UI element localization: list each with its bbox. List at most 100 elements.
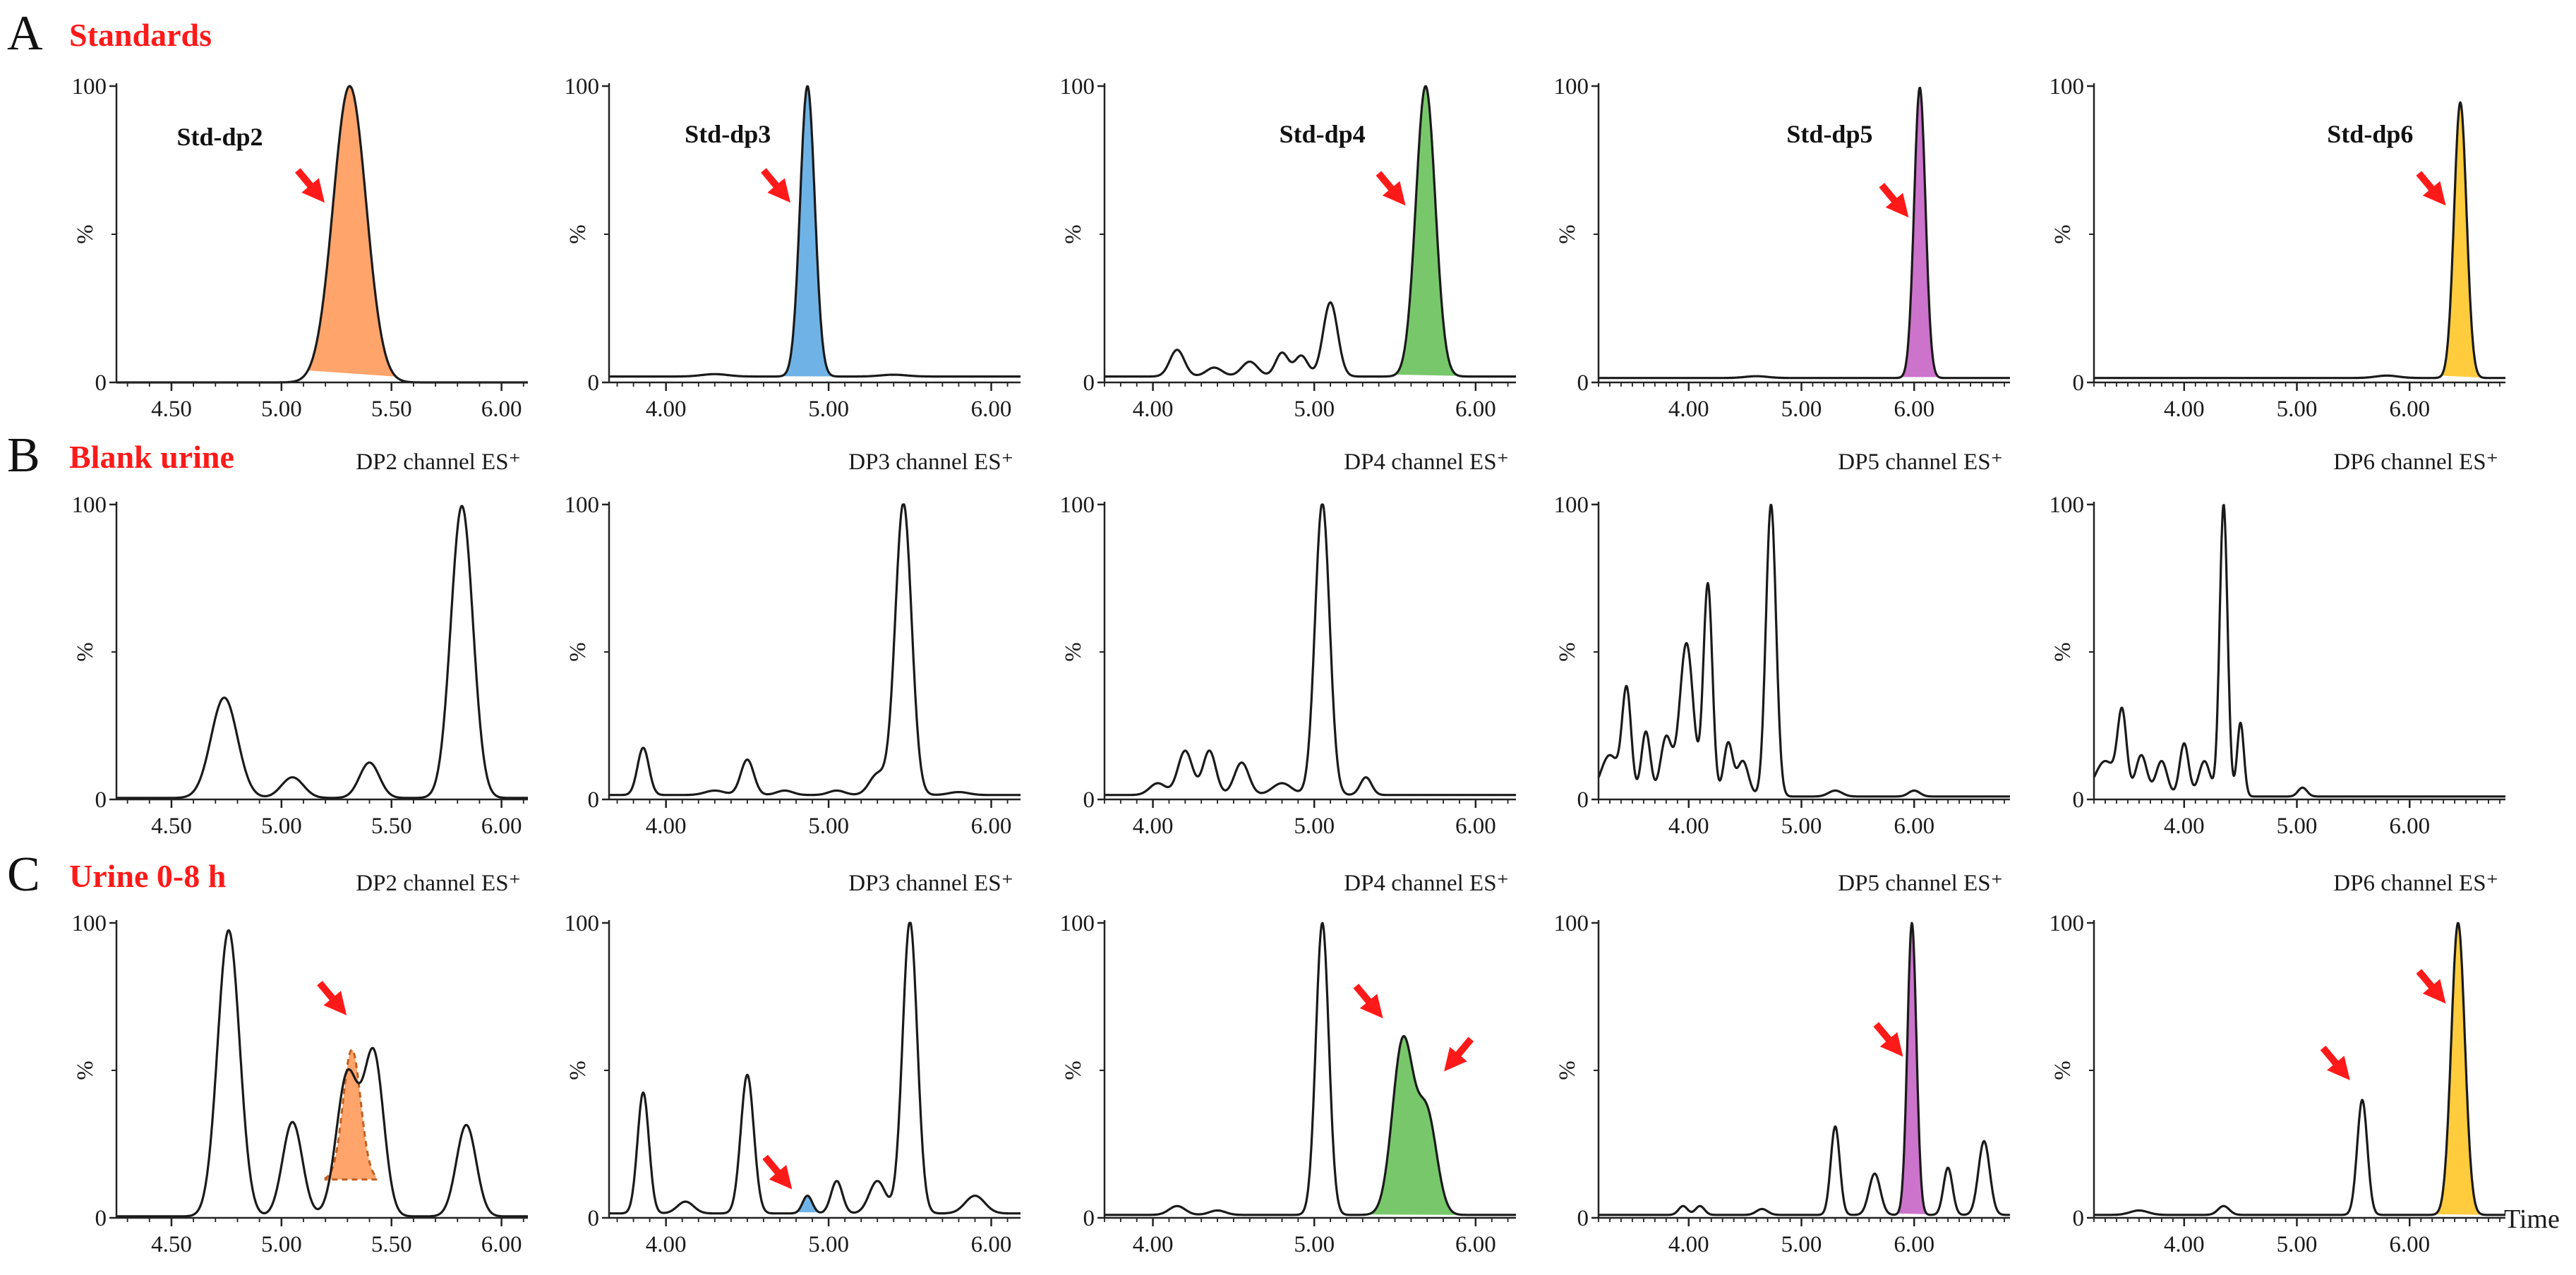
panel-a3-ytick-label-0: 0 [1083,370,1095,396]
panel-c1-xtick-label-2: 5.50 [371,1232,412,1257]
panel-b4-xtick-label-2: 6.00 [1894,814,1934,839]
panel-a2-ytick-label-0: 0 [588,370,600,396]
panel-b3-ytick-label-100: 100 [1060,493,1095,518]
row-a-title: Standards [69,17,212,53]
panel-c4-ytick-label-0: 0 [1577,1206,1589,1231]
panel-b5-xtick-label-0: 4.00 [2164,814,2205,839]
panel-c2-ytick-label-100: 100 [565,911,600,936]
row-a-letter: A [7,6,43,61]
panel-c2-y-unit-label: % [565,1061,591,1080]
panel-b4-channel-label: DP5 channel ES⁺ [1838,449,2003,475]
panel-b5-xtick-label-2: 6.00 [2389,814,2430,839]
panel-c1: 100 0% 4.50 5.00 5.50 6.00 DP2 channel ES⁺ [72,871,529,1257]
panel-a3-trace [1104,85,1517,378]
panel-b2-ytick-label-0: 0 [588,787,600,813]
panel-a2-xtick-label-0: 4.00 [646,397,687,422]
panel-a4-fill-1 [1901,87,1939,377]
panel-b4-xtick-label-0: 4.00 [1668,814,1709,839]
panel-a5-xtick-label-0: 4.00 [2164,397,2205,422]
panel-b4-trace [1597,503,2011,798]
panel-a1-xtick-label-3: 6.00 [481,397,522,422]
panel-c3-xtick-label-2: 6.00 [1455,1232,1496,1257]
panel-c1-ytick-label-0: 0 [95,1206,107,1231]
panel-c5-arrow-1 [2320,1045,2350,1081]
panel-c4-xtick-label-0: 4.00 [1668,1232,1709,1257]
panel-c5-ytick-label-100: 100 [2050,911,2085,936]
panel-b1-channel-label: DP2 channel ES⁺ [356,449,521,475]
panel-c3-xtick-label-0: 4.00 [1133,1232,1174,1257]
panel-b3-xtick-label-2: 6.00 [1455,814,1496,839]
panel-b3-y-unit-label: % [1061,642,1086,662]
panel-c4-ytick-label-100: 100 [1554,911,1589,936]
panel-b3-ytick-label-0: 0 [1083,787,1095,813]
panel-c5-xtick-label-2: 6.00 [2389,1232,2430,1257]
panel-a4-xtick-label-1: 5.00 [1781,397,1822,422]
panel-b4: 100 0% 4.00 5.00 6.00 DP5 channel ES⁺ [1554,449,2011,839]
panel-c4-xtick-label-1: 5.00 [1781,1232,1822,1257]
panel-a3-xtick-label-0: 4.00 [1133,397,1174,422]
panel-c3-fill-1 [1366,1036,1473,1215]
panel-a4-trace [1598,86,2011,380]
panel-a4-y-unit-label: % [1555,224,1580,244]
panel-c1-ytick-label-100: 100 [72,911,107,936]
panel-a3-peak-label-1: Std-dp4 [1280,120,1366,148]
panel-c1-xtick-label-3: 6.00 [481,1232,522,1257]
panel-a5-ytick-label-100: 100 [2050,74,2085,99]
panel-b5-ytick-label-100: 100 [2050,493,2085,518]
panel-c1-y-unit-label: % [73,1061,98,1080]
panel-b2-trace [608,503,1021,797]
panel-b3-trace [1104,503,1517,797]
panel-c5: 100 0% 4.00 5.00 6.00 DP6 channel ES⁺ [2050,871,2506,1257]
panel-c3-arrow-1 [1353,984,1383,1019]
panel-c4-fill-1 [1897,923,1928,1214]
panel-c3-arrow-2 [1444,1037,1474,1072]
panel-b1-xtick-label-2: 5.50 [371,814,412,839]
panel-a2-ytick-label-100: 100 [565,74,600,99]
panel-a2: 100 0% 4.00 5.00 6.00 Std-dp3 [565,74,1021,422]
panel-a5-xtick-label-1: 5.00 [2277,397,2318,422]
panel-a4: 100 0% 4.00 5.00 6.00 Std-dp5 [1554,74,2011,422]
panel-a1-ytick-label-0: 0 [95,370,107,396]
panel-c3-ytick-label-100: 100 [1060,911,1095,936]
panel-c5-trace [2093,921,2506,1216]
panel-c4-channel-label: DP5 channel ES⁺ [1838,871,2003,896]
panel-b3: 100 0% 4.00 5.00 6.00 DP4 channel ES⁺ [1060,449,1517,839]
panel-b5-channel-label: DP6 channel ES⁺ [2333,449,2498,475]
panel-a4-ytick-label-0: 0 [1577,370,1589,396]
panel-c3: 100 0% 4.00 5.00 6.00 DP4 channel ES⁺ [1060,871,1517,1257]
panel-c4-arrow-1 [1873,1022,1903,1057]
panel-a4-peak-label-1: Std-dp5 [1786,120,1872,148]
panel-a1-arrow-1 [294,168,325,203]
panel-b2-ytick-label-100: 100 [565,493,600,518]
panel-b5-y-unit-label: % [2050,642,2076,662]
panel-c1-trace [116,929,529,1218]
panel-c5-arrow-2 [2416,969,2446,1004]
panel-a3-arrow-1 [1376,171,1406,206]
panel-a1-xtick-label-0: 4.50 [151,397,192,422]
row-c-title: Urine 0-8 h [69,858,226,894]
panel-c1-arrow-1 [317,981,347,1016]
panel-c1-fill-1 [324,1049,378,1181]
panel-a5: 100 0% 4.00 5.00 6.00 Std-dp6 [2050,74,2506,422]
panel-a5-peak-label-1: Std-dp6 [2327,120,2413,148]
panel-a1-peak-label-1: Std-dp2 [176,123,263,151]
row-b-title: Blank urine [69,439,234,475]
panel-b2-xtick-label-1: 5.00 [808,814,849,839]
panel-c4-trace [1598,921,2011,1216]
panel-b1-xtick-label-0: 4.50 [151,814,192,839]
panel-a2-xtick-label-2: 6.00 [971,397,1012,422]
panel-a5-xtick-label-2: 6.00 [2389,397,2430,422]
panel-a5-fill-1 [2441,102,2484,378]
panel-a3-fill-1 [1395,86,1459,376]
panel-b1-trace [116,504,529,799]
panel-b5-ytick-label-0: 0 [2073,787,2085,813]
panel-b3-xtick-label-0: 4.00 [1133,814,1174,839]
panel-a4-xtick-label-0: 4.00 [1668,397,1709,422]
panel-a3: 100 0% 4.00 5.00 6.00 Std-dp4 [1060,74,1517,422]
panel-c5-channel-label: DP6 channel ES⁺ [2333,871,2498,896]
panel-a1-y-unit-label: % [73,224,98,244]
panel-a5-ytick-label-0: 0 [2073,370,2085,396]
panel-a1-xtick-label-1: 5.00 [261,397,302,422]
panel-a4-xtick-label-2: 6.00 [1894,397,1934,422]
